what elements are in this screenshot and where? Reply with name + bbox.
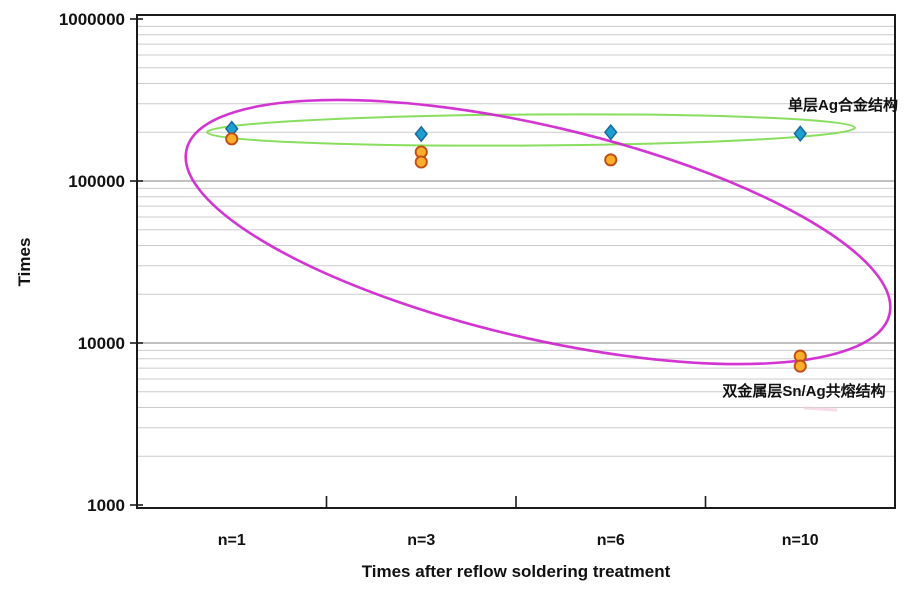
x-tick-label: n=6 bbox=[597, 532, 625, 549]
x-tick-label: n=3 bbox=[407, 532, 435, 549]
gridlines bbox=[137, 25, 895, 457]
faint-artifact-mark bbox=[803, 406, 838, 412]
axis-ticks bbox=[130, 18, 707, 508]
y-tick-label: 1000 bbox=[87, 496, 125, 515]
circle-marker bbox=[604, 153, 618, 167]
diamond-marker bbox=[793, 125, 808, 143]
annotation-single-layer-ag: 单层Ag合金结构 bbox=[788, 96, 898, 114]
group-ellipse bbox=[184, 98, 892, 366]
group-ellipse-annotations bbox=[184, 98, 892, 366]
x-axis-title: Times after reflow soldering treatment bbox=[362, 562, 671, 581]
circle-marker bbox=[225, 132, 239, 146]
tick-labels: 1000000 100000 10000 1000 n=1 n=3 n=6 n=10 bbox=[59, 10, 819, 549]
plot-frame bbox=[136, 14, 896, 509]
y-tick-label: 10000 bbox=[78, 334, 125, 353]
circle-marker bbox=[793, 359, 807, 373]
group-ellipse bbox=[206, 113, 856, 147]
smudge-line bbox=[803, 406, 838, 412]
y-tick-label: 100000 bbox=[68, 172, 125, 191]
annotation-bilayer-sn-ag: 双金属层Sn/Ag共熔结构 bbox=[722, 382, 885, 400]
series-annotations: 单层Ag合金结构 双金属层Sn/Ag共熔结构 bbox=[722, 96, 898, 400]
circle-marker bbox=[414, 155, 428, 169]
diamond-marker bbox=[414, 125, 429, 143]
data-points bbox=[224, 120, 808, 373]
axis-titles: Times Times after reflow soldering treat… bbox=[15, 238, 671, 581]
diamond-marker bbox=[603, 123, 618, 141]
plot-border bbox=[136, 14, 896, 509]
x-tick-label: n=10 bbox=[782, 532, 819, 549]
y-axis-title: Times bbox=[15, 238, 34, 287]
y-tick-label: 1000000 bbox=[59, 10, 125, 29]
x-tick-label: n=1 bbox=[218, 532, 246, 549]
